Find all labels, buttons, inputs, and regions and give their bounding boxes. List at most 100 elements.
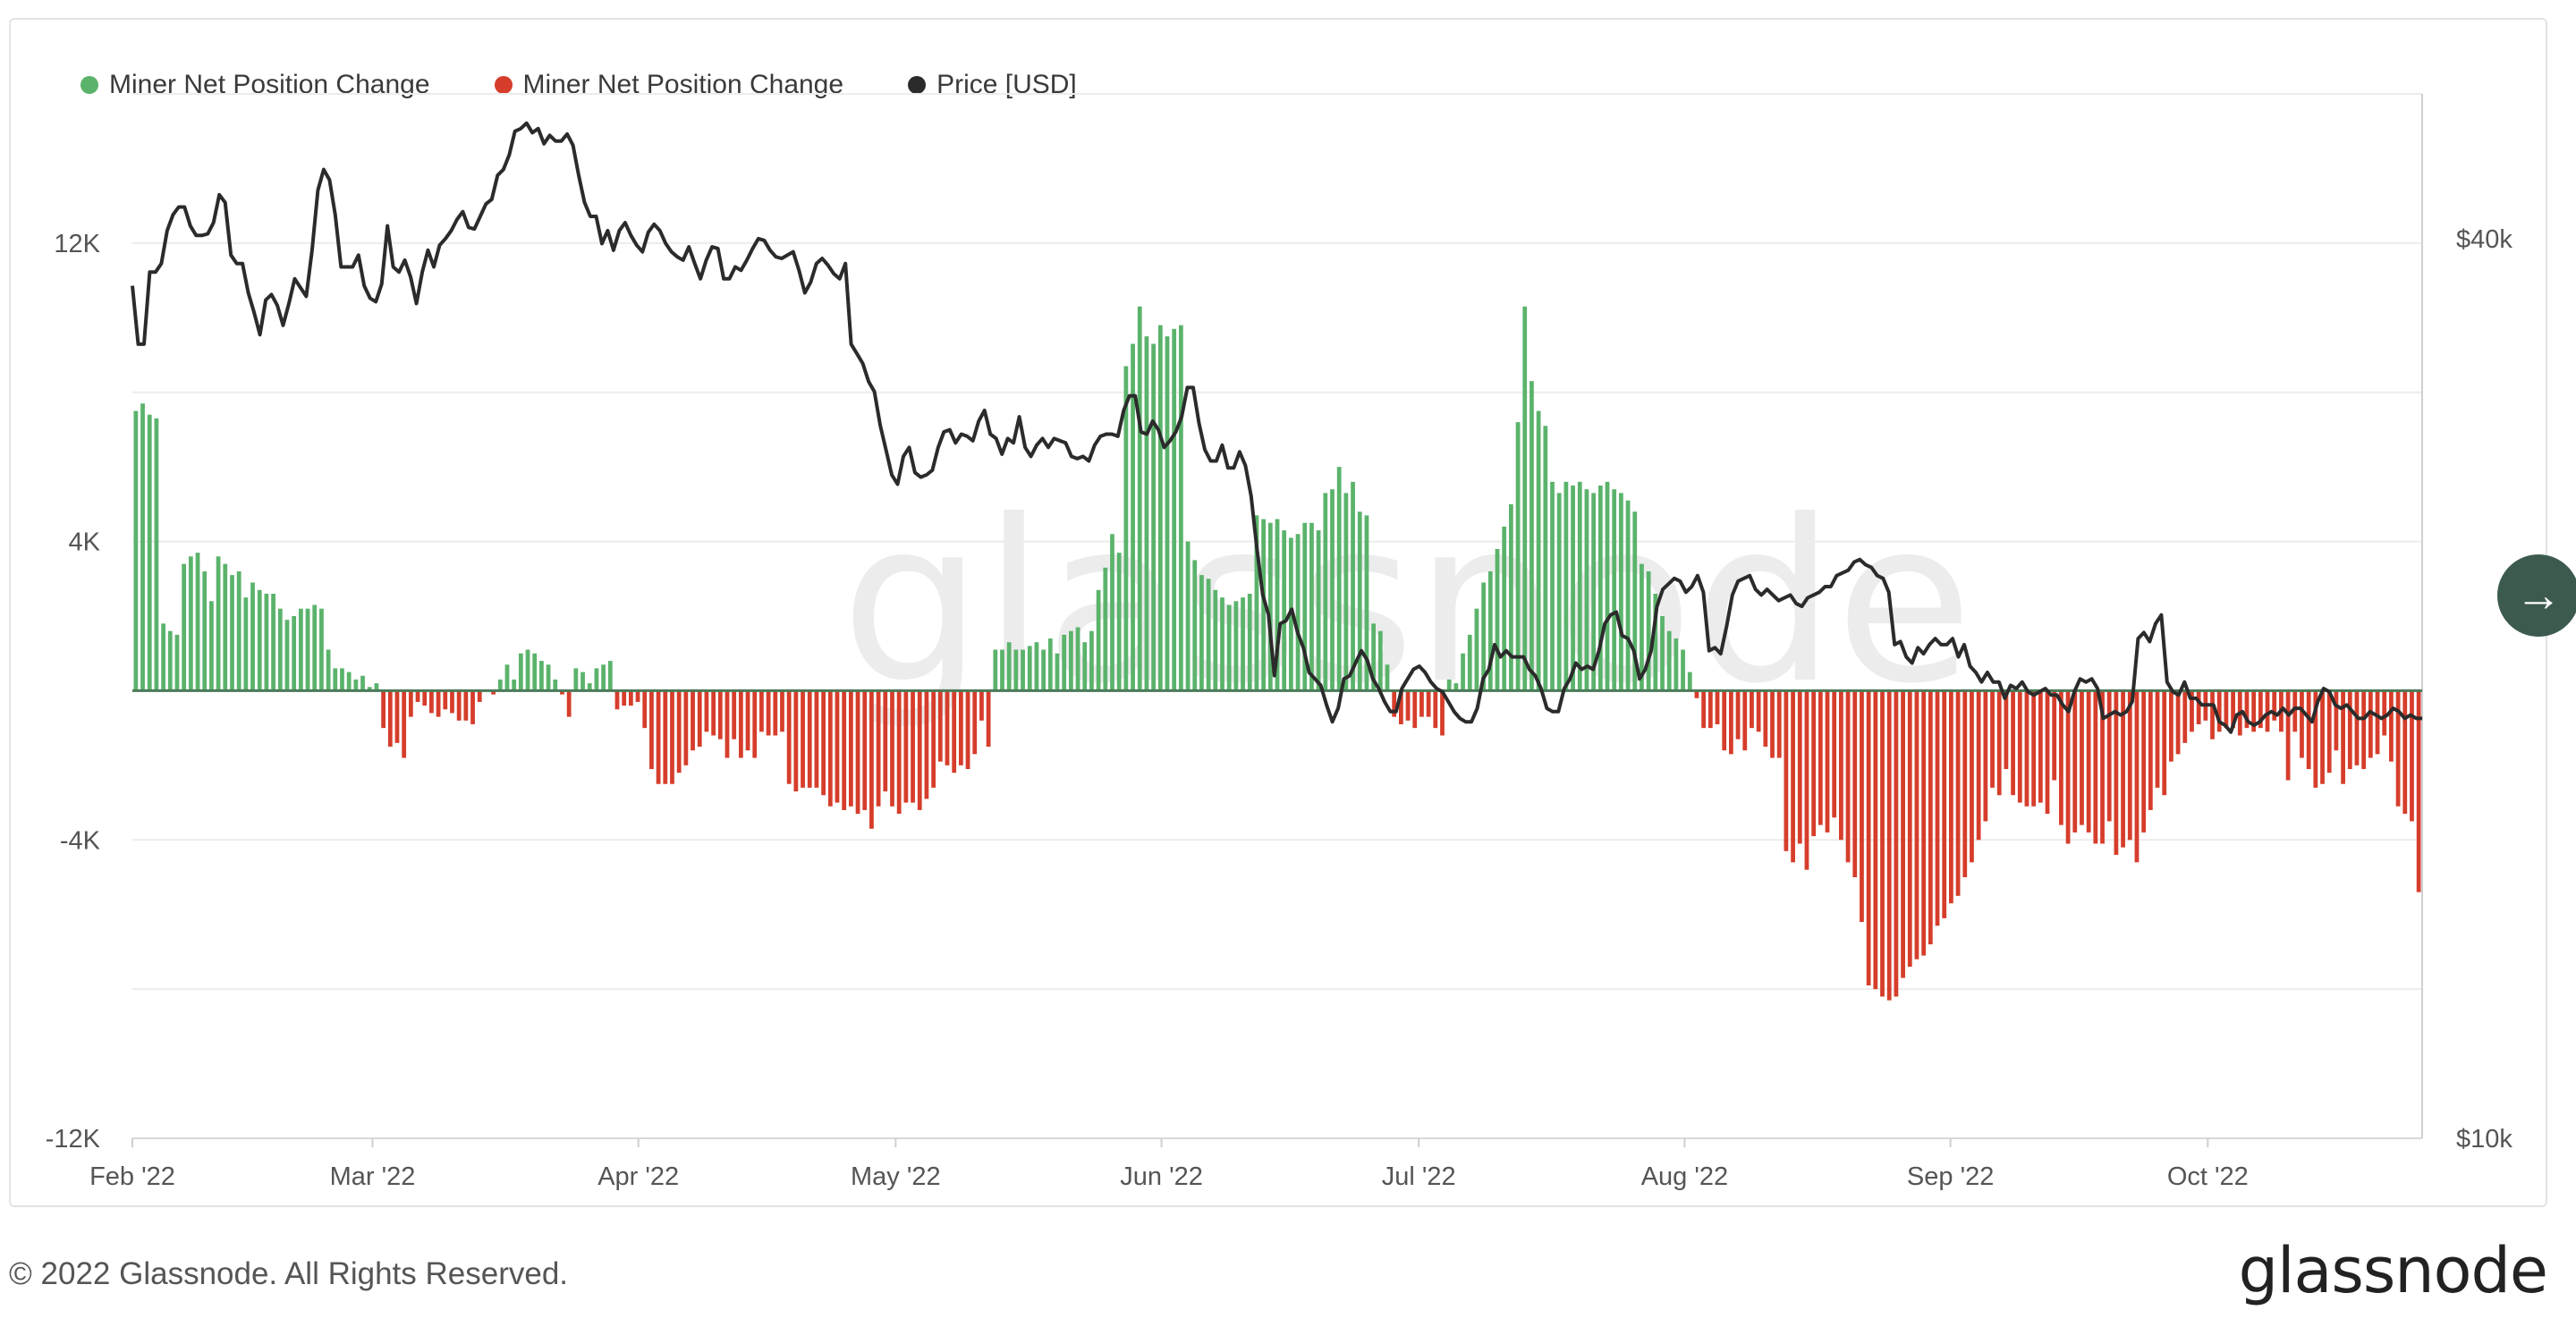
bar-negative bbox=[896, 690, 902, 815]
bar-positive bbox=[271, 593, 275, 691]
bar-negative bbox=[2190, 690, 2194, 732]
bar-positive bbox=[298, 608, 303, 691]
bar-negative bbox=[1770, 690, 1775, 758]
bar-negative bbox=[2326, 690, 2332, 773]
bar-positive bbox=[1267, 522, 1273, 691]
bar-negative bbox=[635, 690, 640, 702]
x-tick-label: Apr '22 bbox=[597, 1162, 679, 1191]
bar-positive bbox=[319, 608, 324, 691]
bar-positive bbox=[1653, 593, 1658, 691]
bar-negative bbox=[1914, 690, 1919, 959]
bar-negative bbox=[676, 690, 682, 773]
bar-positive bbox=[1646, 571, 1651, 691]
bar-negative bbox=[1886, 690, 1892, 1001]
bar-negative bbox=[2416, 690, 2421, 892]
bar-negative bbox=[2368, 690, 2373, 758]
bar-negative bbox=[1894, 690, 1899, 997]
bar-positive bbox=[1453, 683, 1459, 691]
next-arrow-button[interactable]: → bbox=[2497, 554, 2576, 637]
bar-positive bbox=[1577, 481, 1582, 691]
bar-negative bbox=[1797, 690, 1802, 844]
bar-negative bbox=[2121, 690, 2125, 848]
bar-positive bbox=[1530, 381, 1534, 691]
bar-negative bbox=[1955, 690, 1961, 896]
bar-positive bbox=[161, 623, 165, 691]
bar-negative bbox=[2285, 690, 2291, 781]
bar-positive bbox=[504, 664, 510, 691]
bar-negative bbox=[972, 690, 978, 755]
bar-positive bbox=[546, 664, 551, 691]
bar-negative bbox=[2334, 690, 2339, 751]
bar-negative bbox=[986, 690, 991, 747]
bar-positive bbox=[539, 661, 544, 691]
bar-positive bbox=[1220, 597, 1224, 691]
bar-negative bbox=[738, 690, 743, 758]
bar-negative bbox=[2106, 690, 2112, 822]
bar-positive bbox=[553, 679, 558, 691]
bar-positive bbox=[1027, 646, 1032, 691]
bar-negative bbox=[1880, 690, 1885, 997]
bar-positive bbox=[993, 649, 998, 691]
bar-negative bbox=[883, 690, 888, 792]
bar-negative bbox=[2031, 690, 2037, 807]
bar-negative bbox=[2258, 690, 2263, 729]
bar-negative bbox=[1440, 690, 1445, 736]
bar-positive bbox=[1371, 623, 1377, 691]
bar-positive bbox=[1247, 593, 1252, 691]
bar-positive bbox=[1364, 515, 1369, 691]
bar-positive bbox=[1681, 649, 1685, 691]
bar-positive bbox=[1550, 481, 1555, 691]
bar-negative bbox=[1990, 690, 1995, 788]
bar-positive bbox=[236, 571, 242, 691]
bar-positive bbox=[1275, 519, 1280, 691]
bar-negative bbox=[1825, 690, 1830, 833]
bar-negative bbox=[628, 690, 633, 706]
bar-negative bbox=[1907, 690, 1912, 968]
bar-negative bbox=[381, 690, 386, 729]
bar-negative bbox=[1949, 690, 1953, 904]
bar-positive bbox=[1123, 366, 1129, 691]
bar-positive bbox=[374, 683, 379, 691]
bar-positive bbox=[1103, 567, 1108, 691]
bar-negative bbox=[1715, 690, 1720, 724]
bar-negative bbox=[2375, 690, 2380, 755]
bar-negative bbox=[842, 690, 847, 810]
bar-positive bbox=[1302, 522, 1308, 691]
bar-positive bbox=[1591, 493, 1597, 691]
bar-negative bbox=[1412, 690, 1418, 729]
bar-positive bbox=[518, 653, 523, 691]
bar-negative bbox=[1722, 690, 1727, 751]
bar-positive bbox=[1261, 519, 1267, 691]
bar-negative bbox=[2045, 690, 2050, 815]
bar-positive bbox=[1021, 649, 1025, 691]
bar-negative bbox=[387, 690, 393, 747]
legend-dot-black-icon bbox=[908, 76, 927, 94]
bar-positive bbox=[532, 653, 538, 691]
bar-negative bbox=[958, 690, 963, 765]
bar-positive bbox=[1192, 560, 1198, 691]
bar-negative bbox=[924, 690, 929, 799]
bar-positive bbox=[1172, 328, 1177, 691]
bar-negative bbox=[415, 690, 420, 702]
bar-positive bbox=[243, 597, 249, 691]
bar-positive bbox=[333, 668, 338, 691]
bar-positive bbox=[1474, 608, 1479, 691]
bar-positive bbox=[223, 563, 228, 691]
bar-negative bbox=[855, 690, 860, 815]
bar-positive bbox=[326, 649, 331, 691]
bar-negative bbox=[560, 690, 564, 695]
bar-positive bbox=[1047, 638, 1053, 691]
bar-negative bbox=[945, 690, 950, 765]
bar-positive bbox=[497, 679, 503, 691]
bar-negative bbox=[807, 690, 812, 788]
bar-positive bbox=[594, 668, 599, 691]
bar-positive bbox=[1666, 630, 1672, 691]
bar-negative bbox=[2080, 690, 2084, 825]
bar-negative bbox=[697, 690, 702, 747]
bar-positive bbox=[1233, 601, 1239, 691]
bar-negative bbox=[450, 690, 454, 714]
bar-positive bbox=[1282, 530, 1287, 691]
x-tick-label: May '22 bbox=[851, 1162, 941, 1191]
bar-positive bbox=[230, 575, 234, 691]
